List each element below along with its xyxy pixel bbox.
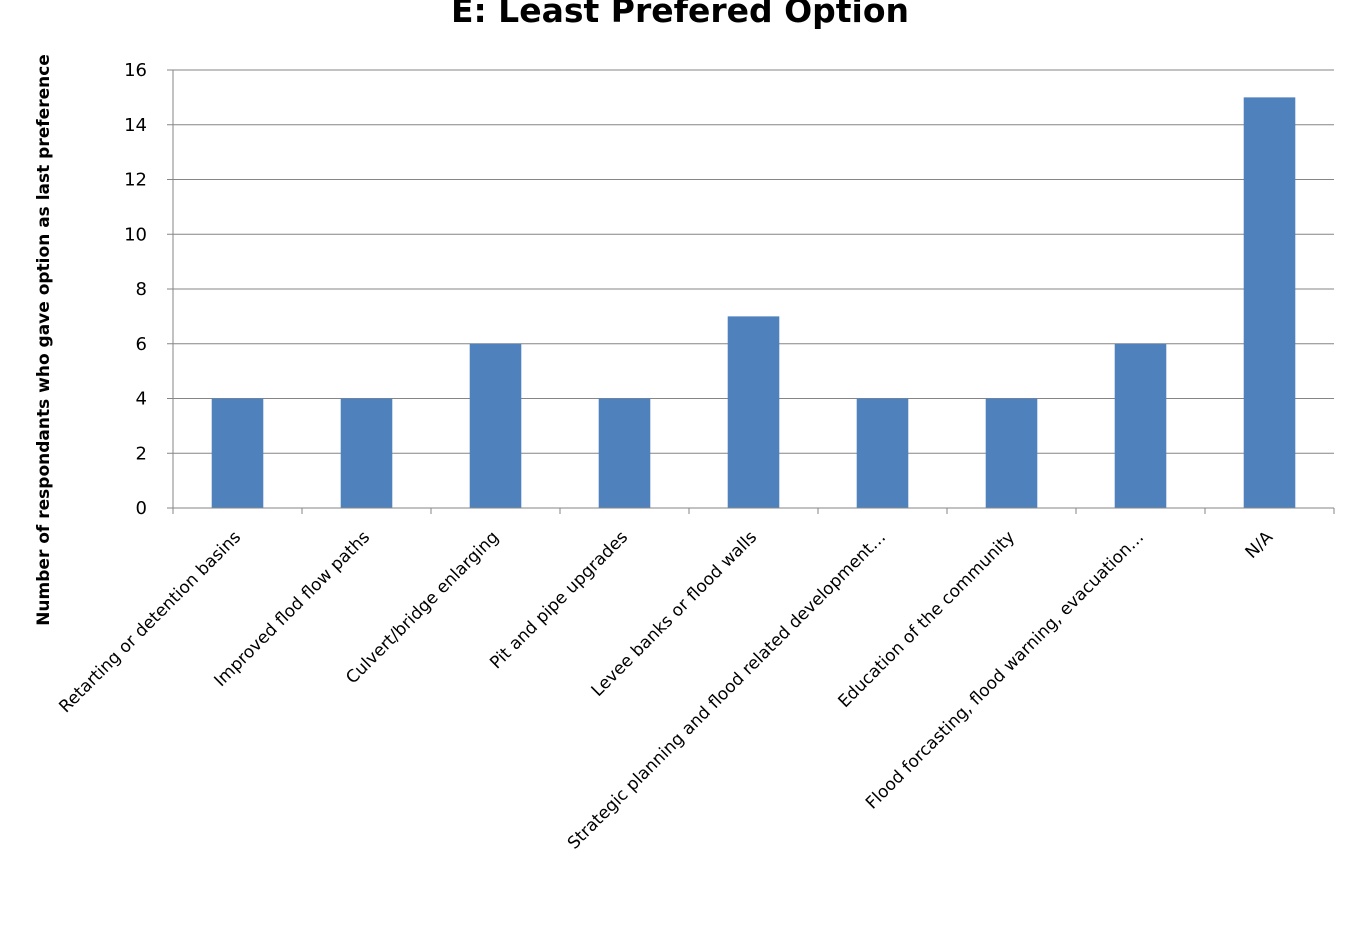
bar (1243, 97, 1296, 508)
bar (856, 398, 909, 508)
y-tick-label: 0 (136, 498, 147, 519)
bar (727, 316, 780, 508)
bars (211, 97, 1296, 508)
bar (211, 398, 264, 508)
y-tick-label: 12 (124, 170, 147, 191)
x-category-label: Culvert/bridge enlarging (342, 527, 503, 688)
x-category-label: Pit and pipe upgrades (486, 527, 632, 673)
y-tick-labels: 0 2 4 6 8 10 12 14 16 (124, 60, 147, 519)
chart-title: E: Least Prefered Option (451, 0, 909, 30)
y-tick-label: 16 (124, 60, 147, 81)
y-tick-label: 8 (136, 279, 147, 300)
x-category-label: N/A (1242, 527, 1278, 563)
bar (1114, 343, 1167, 508)
y-tick-label: 10 (124, 224, 147, 245)
bar (469, 343, 522, 508)
bar (985, 398, 1038, 508)
y-tick-label: 2 (136, 443, 147, 464)
y-tick-label: 14 (124, 115, 147, 136)
bar (598, 398, 651, 508)
y-tick-label: 6 (136, 334, 147, 355)
y-axis-label: Number of respondants who gave option as… (34, 54, 54, 626)
x-category-label: Flood forcasting, flood warning, evacuat… (862, 527, 1148, 813)
y-tick-label: 4 (136, 389, 147, 410)
axes (167, 69, 1335, 514)
bar (340, 398, 393, 508)
x-category-label: Retarting or detention basins (55, 527, 245, 717)
